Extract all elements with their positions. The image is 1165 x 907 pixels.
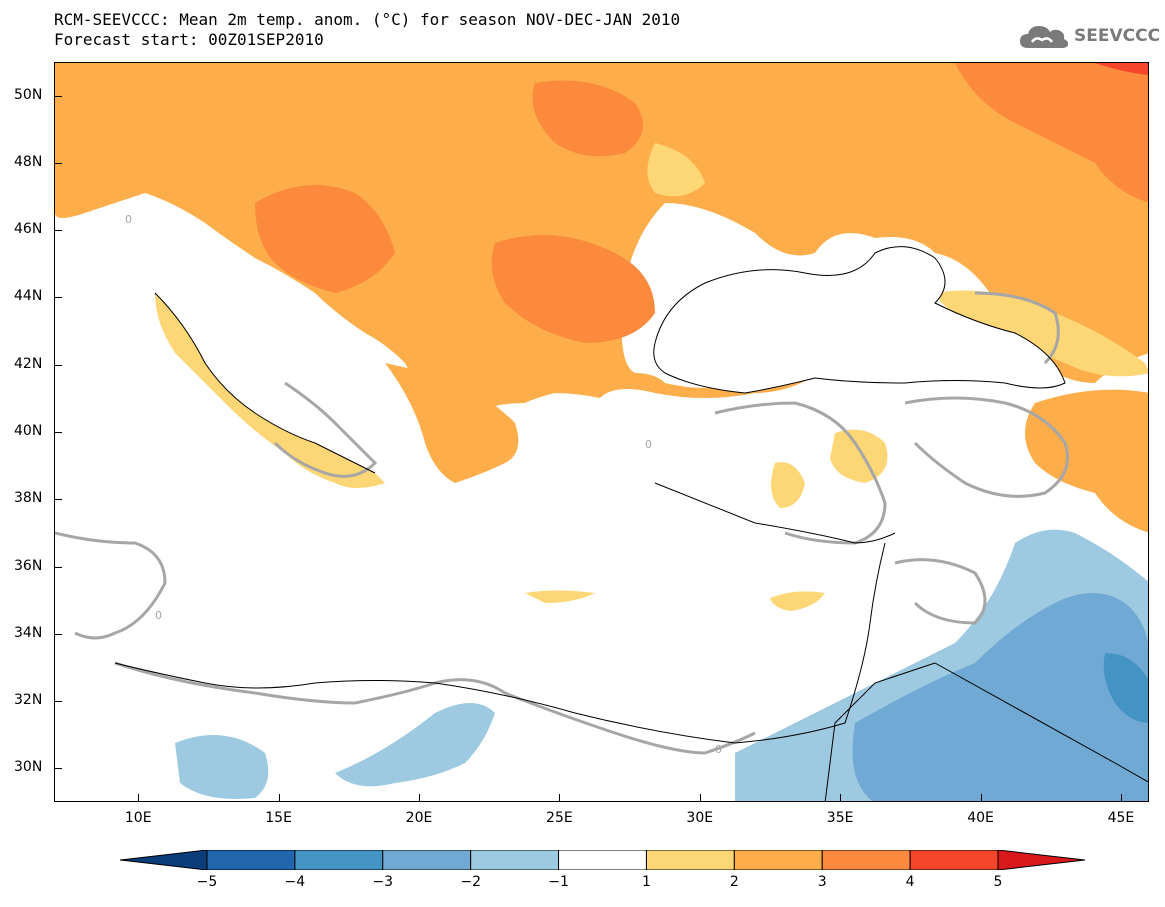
cool1-libya-2: [335, 703, 495, 787]
longitude-tick: [840, 794, 842, 802]
colorbar-label: 2: [729, 874, 739, 890]
contour-label: 0: [645, 438, 652, 451]
logo-text: SEEVCCC: [1074, 26, 1161, 46]
latitude-tick: [54, 364, 62, 366]
crete: [525, 590, 595, 603]
forecast-start: Forecast start: 00Z01SEP2010: [54, 30, 324, 49]
cool1-libya-1: [175, 735, 269, 799]
colorbar-segment: [997, 850, 1085, 870]
latitude-label: 40N: [14, 423, 43, 439]
latitude-label: 50N: [14, 86, 43, 103]
latitude-label: 44N: [14, 288, 43, 305]
latitude-label: 32N: [14, 692, 43, 709]
longitude-tick: [1120, 794, 1122, 802]
seevccc-logo: SEEVCCC: [1018, 22, 1160, 50]
longitude-label: 25E: [546, 810, 573, 826]
contour-label: 0: [125, 213, 132, 226]
colorbar-segment: [821, 850, 911, 870]
colorbar-segment: [558, 850, 647, 870]
longitude-label: 15E: [265, 810, 292, 826]
warm1-patch-north: [647, 143, 705, 197]
title-block: RCM-SEEVCCC: Mean 2m temp. anom. (°C) fo…: [54, 10, 680, 50]
warm3-patch-ukraine: [532, 80, 643, 157]
warm3-patch-central: [255, 185, 395, 293]
colorbar-label: 3: [817, 874, 827, 890]
longitude-label: 30E: [686, 810, 714, 826]
colorbar-segment: [206, 850, 296, 870]
colorbar-label: −2: [460, 874, 481, 890]
cool3-region-se: [1103, 653, 1148, 723]
warm-region-italy: [155, 293, 385, 488]
longitude-label: 20E: [405, 810, 433, 826]
colorbar-label: 5: [993, 874, 1003, 890]
warm1-patch-caucasus: [935, 290, 1148, 377]
longitude-label: 40E: [967, 810, 994, 826]
map-title: RCM-SEEVCCC: Mean 2m temp. anom. (°C) fo…: [54, 10, 681, 29]
longitude-tick: [419, 794, 420, 802]
longitude-tick: [559, 794, 561, 802]
colorbar-segment: [909, 850, 999, 870]
longitude-label: 35E: [826, 810, 854, 826]
latitude-label: 38N: [14, 490, 43, 507]
longitude-label: 45E: [1107, 810, 1135, 826]
colorbar-segment: [645, 850, 735, 870]
map-frame: 0 0 0 0: [54, 62, 1149, 802]
latitude-label: 48N: [14, 153, 43, 170]
longitude-label: 10E: [124, 810, 152, 826]
warm3-patch-romania: [491, 235, 655, 343]
latitude-tick: [54, 566, 62, 568]
colorbar-segment: [294, 850, 384, 870]
latitude-tick: [54, 768, 62, 770]
coastlines: [114, 246, 1148, 801]
longitude-tick: [278, 794, 280, 802]
cloud-icon: [1020, 26, 1069, 48]
black-sea: [653, 246, 1065, 393]
warm-region-balkans: [385, 363, 519, 483]
longitude-tick: [699, 794, 701, 802]
colorbar-label: −5: [196, 874, 218, 890]
warm3-patch-east: [955, 63, 1148, 203]
latitude-tick: [54, 162, 62, 164]
colorbar-label: 1: [641, 874, 651, 890]
warm1-turkey-1: [830, 429, 888, 483]
anomaly-map: 0 0 0 0: [55, 63, 1148, 801]
colorbar: [120, 850, 1085, 870]
cyprus: [770, 591, 825, 611]
latitude-tick: [54, 432, 62, 433]
latitude-label: 36N: [14, 557, 43, 574]
latitude-label: 30N: [14, 759, 43, 776]
colorbar-segment: [470, 850, 560, 870]
latitude-tick: [54, 633, 62, 635]
longitude-tick: [138, 794, 140, 802]
colorbar-segment: [733, 850, 823, 870]
warm2-eastturkey: [1025, 389, 1148, 533]
warm-region-north: [55, 63, 1148, 418]
latitude-label: 42N: [14, 355, 43, 372]
colorbar-segment: [120, 850, 208, 870]
longitude-tick: [980, 794, 982, 802]
cool2-region-se: [852, 593, 1148, 801]
colorbar-segment: [382, 850, 472, 870]
colorbar-label: 4: [905, 874, 915, 890]
warm1-turkey-2: [771, 462, 805, 508]
colorbar-label: −3: [372, 874, 394, 890]
latitude-label: 34N: [14, 624, 43, 641]
colorbar-label: −4: [284, 874, 306, 890]
warm4-patch-ne: [1095, 63, 1148, 75]
latitude-tick: [54, 230, 62, 232]
latitude-tick: [54, 701, 62, 703]
zero-contours: [55, 291, 1069, 755]
colorbar-label: −1: [548, 874, 569, 890]
latitude-tick: [54, 95, 62, 97]
latitude-tick: [54, 499, 62, 501]
latitude-tick: [54, 297, 62, 299]
contour-label: 0: [715, 743, 722, 756]
latitude-label: 46N: [14, 221, 43, 238]
contour-label: 0: [155, 609, 162, 622]
